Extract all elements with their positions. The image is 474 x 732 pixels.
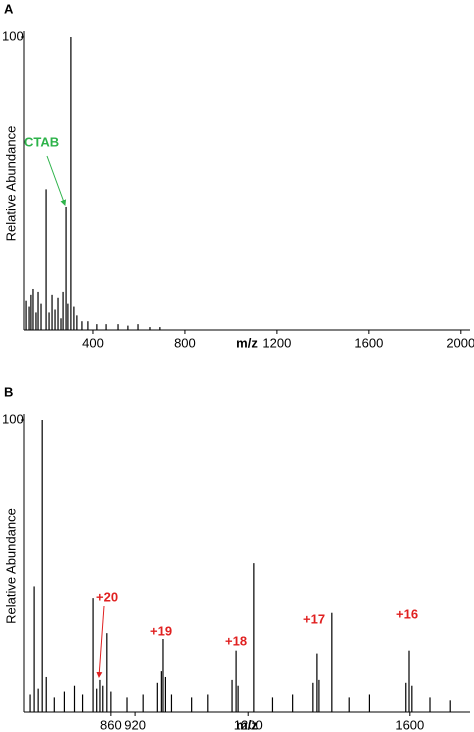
- annotation: +18: [225, 633, 247, 648]
- annotation: +20: [96, 589, 118, 604]
- annotation-arrow: [46, 155, 67, 206]
- x-tick-label: 920: [124, 717, 146, 732]
- annotation: +16: [396, 606, 418, 621]
- x-tick-label: 1200: [234, 717, 263, 732]
- panel-label: A: [4, 1, 14, 16]
- panel-label: B: [4, 384, 13, 399]
- x-tick-label: 1600: [354, 335, 383, 350]
- x-axis-label: m/z: [236, 717, 258, 732]
- x-tick-label: 1600: [395, 717, 424, 732]
- y-tick-label: 100: [2, 411, 24, 426]
- annotation-arrow: [96, 605, 105, 678]
- x-axis-label: m/z: [236, 335, 258, 350]
- y-tick-label: 100: [2, 28, 24, 43]
- x-tick-label: 800: [174, 335, 196, 350]
- annotation: CTAB: [24, 134, 59, 149]
- x-tick-label: 1200: [262, 335, 291, 350]
- x-tick-label: 860: [100, 717, 122, 732]
- y-axis-label: Relative Abundance: [3, 126, 18, 242]
- y-axis-label: Relative Abundance: [3, 508, 18, 624]
- annotation: +17: [303, 611, 325, 626]
- annotation: +19: [150, 623, 172, 638]
- x-tick-label: 400: [82, 335, 104, 350]
- x-tick-label: 2000: [446, 335, 474, 350]
